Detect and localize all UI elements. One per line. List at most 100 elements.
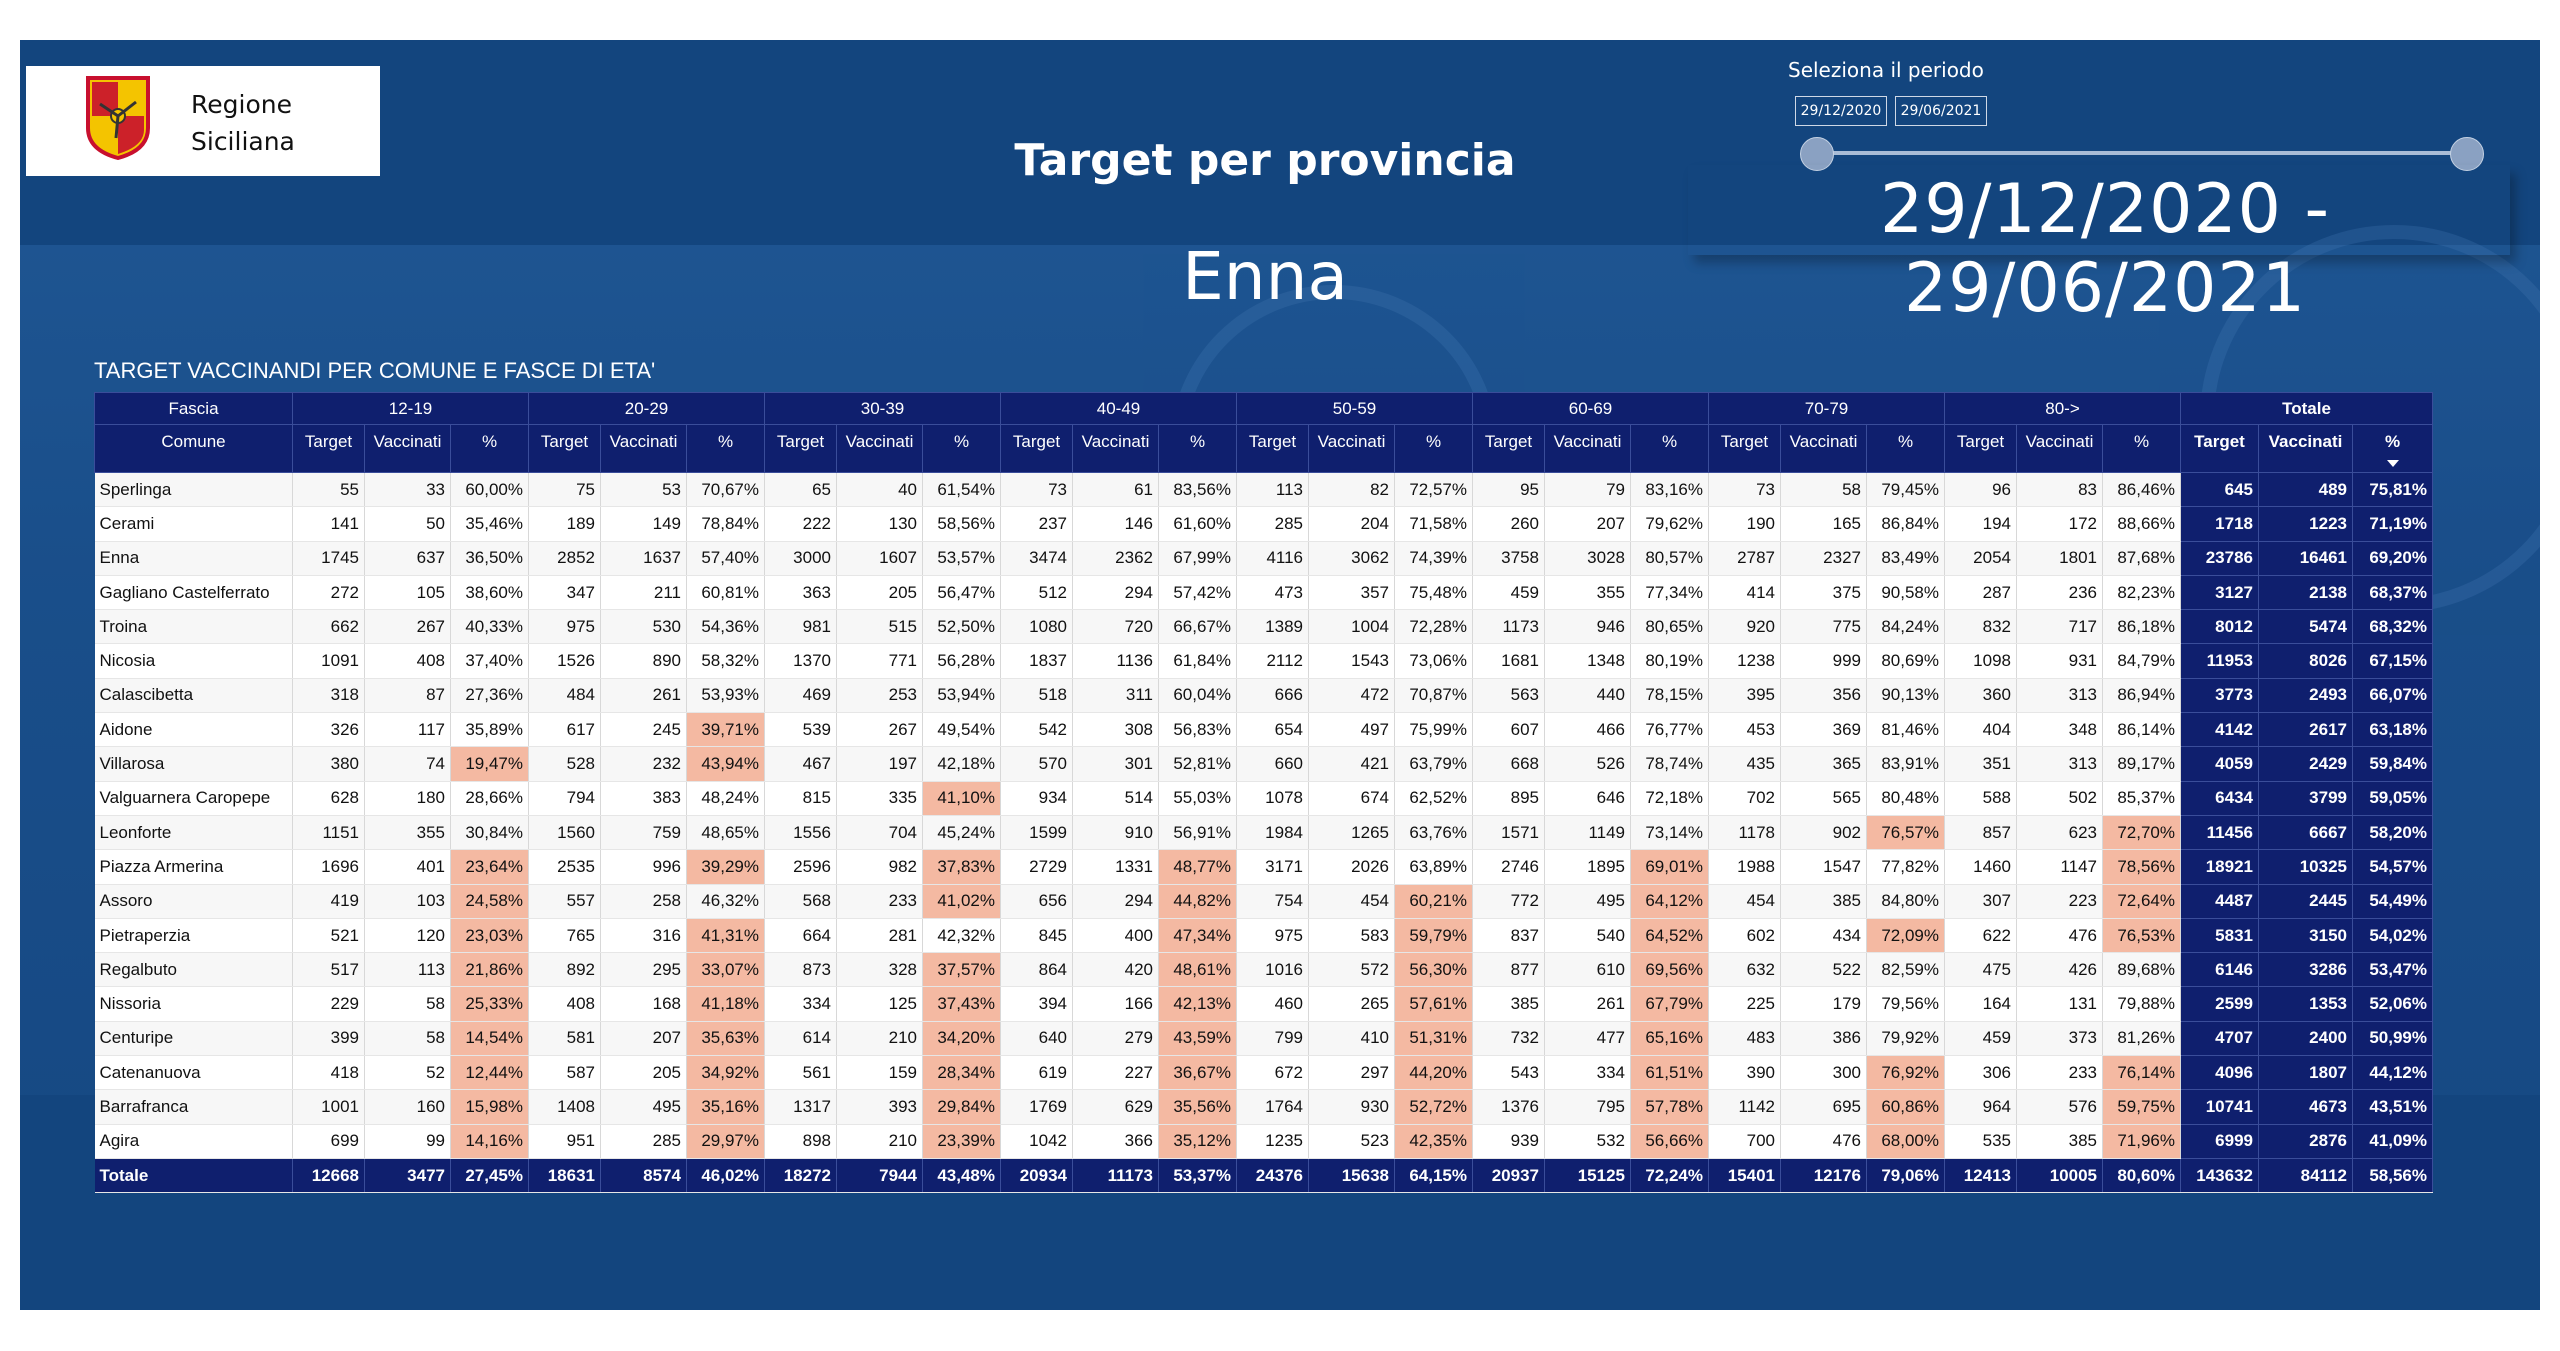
table-row[interactable]: Nissoria 229 58 25,33% 408 168 41,18% 334 125 37,… <box>94 986 2433 1022</box>
percent-cell: 61,60% <box>1158 506 1237 542</box>
table-row[interactable]: Aidone 326 117 35,89% 617 245 39,71% 539 267 49,5… <box>94 712 2433 748</box>
total-column-header[interactable]: Vaccinati <box>2258 424 2353 473</box>
percent-cell: 70,67% <box>686 472 765 508</box>
percent-cell: 78,15% <box>1630 678 1709 714</box>
column-header-vaccinati[interactable]: Vaccinati <box>600 424 687 473</box>
table-row[interactable]: Valguarnera Caropepe 628 180 28,66% 794 383 48… <box>94 781 2433 816</box>
column-header-target[interactable]: Target <box>1000 424 1073 473</box>
total-column-header[interactable]: % <box>2352 424 2433 473</box>
column-header-target[interactable]: Target <box>1708 424 1781 473</box>
comune-cell: Agira <box>94 1124 293 1159</box>
column-header-vaccinati[interactable]: Vaccinati <box>2016 424 2103 473</box>
value-cell: 245 <box>600 712 687 748</box>
column-header-vaccinati[interactable]: Vaccinati <box>364 424 451 473</box>
value-cell: 526 <box>1544 746 1631 782</box>
table-row[interactable]: Centuripe 399 58 14,54% 581 207 35,63% 614 210 34… <box>94 1021 2433 1057</box>
table-row[interactable]: Assoro 419 103 24,58% 557 258 46,32% 568 233 41,0… <box>94 884 2433 919</box>
table-row[interactable]: Pietraperzia 521 120 23,03% 765 316 41,31% 664 2… <box>94 918 2433 954</box>
column-header-pct[interactable]: % <box>686 424 765 473</box>
column-header-pct[interactable]: % <box>1394 424 1473 473</box>
value-cell: 180 <box>364 781 451 816</box>
percent-cell: 59,84% <box>2352 746 2433 782</box>
slider-end-handle[interactable] <box>2450 137 2484 171</box>
table-row[interactable]: Leonforte 1151 355 30,84% 1560 759 48,65% 1556 7… <box>94 815 2433 851</box>
table-row[interactable]: Piazza Armerina 1696 401 23,64% 2535 996 39,29… <box>94 849 2433 885</box>
date-end-input[interactable]: 29/06/2021 <box>1895 96 1987 126</box>
value-cell: 982 <box>836 849 923 885</box>
column-header-target[interactable]: Target <box>1472 424 1545 473</box>
column-header-target[interactable]: Target <box>1944 424 2017 473</box>
value-cell: 3286 <box>2258 952 2353 988</box>
value-cell: 3028 <box>1544 541 1631 576</box>
value-cell: 931 <box>2016 643 2103 679</box>
table-row[interactable]: Troina 662 267 40,33% 975 530 54,36% 981 515 52,5… <box>94 609 2433 645</box>
value-cell: 369 <box>1780 712 1867 748</box>
column-header-target[interactable]: Target <box>292 424 365 473</box>
value-cell: 236 <box>2016 575 2103 611</box>
percent-cell: 63,18% <box>2352 712 2433 748</box>
total-value-cell: 53,37% <box>1158 1158 1237 1194</box>
column-header-pct[interactable]: % <box>1866 424 1945 473</box>
table-row[interactable]: Agira 699 99 14,16% 951 285 29,97% 898 210 23,39%… <box>94 1124 2433 1159</box>
value-cell: 572 <box>1308 952 1395 988</box>
column-header-vaccinati[interactable]: Vaccinati <box>1308 424 1395 473</box>
value-cell: 6667 <box>2258 815 2353 851</box>
slider-start-handle[interactable] <box>1800 137 1834 171</box>
column-header-pct[interactable]: % <box>450 424 529 473</box>
age-group-header: 60-69 <box>1472 392 1709 425</box>
value-cell: 279 <box>1072 1021 1159 1057</box>
date-start-input[interactable]: 29/12/2020 <box>1795 96 1887 126</box>
table-row[interactable]: Villarosa 380 74 19,47% 528 232 43,94% 467 197 42… <box>94 746 2433 782</box>
value-cell: 672 <box>1236 1055 1309 1091</box>
value-cell: 261 <box>1544 986 1631 1022</box>
percent-cell: 36,50% <box>450 541 529 576</box>
sort-desc-icon[interactable] <box>2386 460 2399 467</box>
value-cell: 4707 <box>2180 1021 2259 1057</box>
total-column-header[interactable]: Target <box>2180 424 2259 473</box>
percent-cell: 38,60% <box>450 575 529 611</box>
value-cell: 1147 <box>2016 849 2103 885</box>
value-cell: 4673 <box>2258 1089 2353 1125</box>
column-header-vaccinati[interactable]: Vaccinati <box>1072 424 1159 473</box>
column-header-vaccinati[interactable]: Vaccinati <box>836 424 923 473</box>
column-header-target[interactable]: Target <box>528 424 601 473</box>
column-header-target[interactable]: Target <box>764 424 837 473</box>
table-title: TARGET VACCINANDI PER COMUNE E FASCE DI … <box>94 358 656 383</box>
comune-header[interactable]: Comune <box>94 424 293 473</box>
percent-cell: 57,61% <box>1394 986 1473 1022</box>
total-value-cell: 27,45% <box>450 1158 529 1194</box>
value-cell: 410 <box>1308 1021 1395 1057</box>
table-row[interactable]: Enna 1745 637 36,50% 2852 1637 57,40% 3000 1607 5… <box>94 541 2433 576</box>
column-header-pct[interactable]: % <box>1158 424 1237 473</box>
table-row[interactable]: Nicosia 1091 408 37,40% 1526 890 58,32% 1370 771… <box>94 643 2433 679</box>
column-header-vaccinati[interactable]: Vaccinati <box>1780 424 1867 473</box>
value-cell: 355 <box>1544 575 1631 611</box>
column-header-vaccinati[interactable]: Vaccinati <box>1544 424 1631 473</box>
table-row[interactable]: Sperlinga 55 33 60,00% 75 53 70,67% 65 40 61,54% 7… <box>94 472 2433 508</box>
percent-cell: 68,00% <box>1866 1124 1945 1159</box>
value-cell: 197 <box>836 746 923 782</box>
value-cell: 1353 <box>2258 986 2353 1022</box>
period-slider-track[interactable] <box>1818 151 2466 155</box>
value-cell: 1718 <box>2180 506 2259 542</box>
percent-cell: 27,36% <box>450 678 529 714</box>
column-header-pct[interactable]: % <box>922 424 1001 473</box>
value-cell: 146 <box>1072 506 1159 542</box>
value-cell: 300 <box>1780 1055 1867 1091</box>
value-cell: 1637 <box>600 541 687 576</box>
value-cell: 205 <box>836 575 923 611</box>
column-header-pct[interactable]: % <box>1630 424 1709 473</box>
table-row[interactable]: Catenanuova 418 52 12,44% 587 205 34,92% 561 159… <box>94 1055 2433 1091</box>
table-row[interactable]: Calascibetta 318 87 27,36% 484 261 53,93% 469 25… <box>94 678 2433 714</box>
table-row[interactable]: Regalbuto 517 113 21,86% 892 295 33,07% 873 328 3… <box>94 952 2433 988</box>
value-cell: 348 <box>2016 712 2103 748</box>
table-row[interactable]: Barrafranca 1001 160 15,98% 1408 495 35,16% 131… <box>94 1089 2433 1125</box>
value-cell: 58 <box>1780 472 1867 508</box>
column-header-pct[interactable]: % <box>2102 424 2181 473</box>
table-row[interactable]: Gagliano Castelferrato 272 105 38,60% 347 211… <box>94 575 2433 611</box>
table-row[interactable]: Cerami 141 50 35,46% 189 149 78,84% 222 130 58,56… <box>94 506 2433 542</box>
percent-cell: 54,49% <box>2352 884 2433 919</box>
column-header-target[interactable]: Target <box>1236 424 1309 473</box>
total-value-cell: 20934 <box>1000 1158 1073 1194</box>
totals-row: Totale 12668 3477 27,45% 18631 8574 46,02% 182… <box>94 1158 2433 1194</box>
